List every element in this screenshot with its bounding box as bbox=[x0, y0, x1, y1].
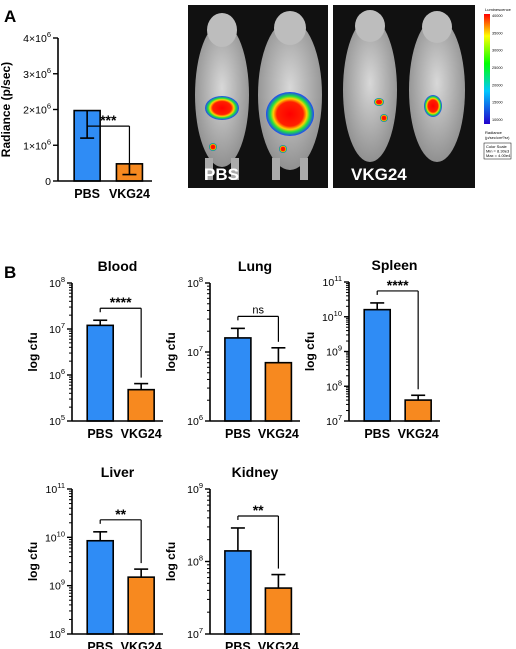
mouse-image-vkg24-2 bbox=[409, 11, 465, 162]
chart-kidney: Kidney PBS VKG24 107 108 109 log cfu ** bbox=[164, 464, 300, 649]
bar-pbs bbox=[363, 308, 392, 422]
panel-a-label: A bbox=[4, 7, 16, 26]
y-tick-label: 3×106 bbox=[23, 66, 51, 81]
scale-tick-label: 40000 bbox=[492, 14, 503, 18]
x-tick-label: VKG24 bbox=[258, 427, 299, 441]
scale-unit-1: Radiance bbox=[485, 130, 503, 135]
y-tick-label: 1010 bbox=[322, 309, 342, 324]
imaging-label-pbs: PBS bbox=[204, 165, 239, 184]
y-tick-label: 105 bbox=[49, 413, 65, 428]
bar-vkg24 bbox=[127, 576, 155, 635]
y-tick-label: 109 bbox=[49, 578, 65, 593]
y-axis-label: log cfu bbox=[164, 542, 178, 581]
bar-vkg24 bbox=[264, 361, 293, 422]
bar-vkg24 bbox=[264, 587, 293, 635]
color-scale-2: Min = 8.30e3 bbox=[486, 149, 510, 154]
y-tick-label: 108 bbox=[187, 275, 203, 290]
y-tick-label: 108 bbox=[49, 626, 65, 641]
x-tick-label: VKG24 bbox=[109, 187, 150, 201]
y-tick-label: 1010 bbox=[45, 529, 65, 544]
color-scale-1: Color Scale bbox=[486, 144, 507, 149]
significance-label: ns bbox=[252, 304, 264, 316]
color-scale-3: Max = 4.00e4 bbox=[486, 153, 511, 158]
scale-tick-label: 20000 bbox=[492, 83, 503, 87]
significance-label: *** bbox=[100, 112, 117, 128]
x-tick-label: VKG24 bbox=[398, 427, 439, 441]
imaging-label-vkg24: VKG24 bbox=[351, 165, 407, 184]
bar-pbs bbox=[224, 550, 252, 635]
bar-vkg24 bbox=[404, 399, 432, 422]
chart-liver: Liver PBS VKG24 108 109 1010 1011 log cfu ** bbox=[26, 464, 163, 649]
chart-radiance: PBS VKG24 0 1×106 2×106 3×106 4×106 Radiance (p… bbox=[0, 30, 152, 201]
significance-label: **** bbox=[110, 294, 132, 310]
y-tick-label: 4×106 bbox=[23, 30, 51, 45]
y-tick-label: 108 bbox=[49, 275, 65, 290]
chart-title: Kidney bbox=[232, 464, 279, 480]
luminescence-color-scale: Luminescence 40000 35000 30000 25000 20000 15… bbox=[483, 7, 512, 160]
significance-label: ** bbox=[253, 502, 264, 518]
chart-title: Spleen bbox=[372, 257, 418, 273]
scale-tick-label: 25000 bbox=[492, 66, 503, 70]
x-tick-label: PBS bbox=[364, 427, 390, 441]
x-tick-label: PBS bbox=[87, 427, 113, 441]
y-tick-label: 107 bbox=[187, 344, 203, 359]
chart-spleen: Spleen PBS VKG24 107 108 109 1010 1011 log cfu **… bbox=[303, 257, 440, 441]
bar-pbs bbox=[224, 337, 252, 422]
y-tick-label: 109 bbox=[326, 344, 342, 359]
imaging-right: VKG24 bbox=[333, 5, 475, 188]
chart-title: Liver bbox=[101, 464, 135, 480]
scale-tick-label: 35000 bbox=[492, 31, 503, 35]
y-tick-label: 108 bbox=[187, 554, 203, 569]
y-axis-label: log cfu bbox=[26, 542, 40, 581]
x-tick-label: VKG24 bbox=[258, 640, 299, 649]
y-tick-label: 107 bbox=[187, 626, 203, 641]
bar-vkg24 bbox=[127, 388, 155, 422]
x-tick-label: PBS bbox=[74, 187, 100, 201]
chart-title: Lung bbox=[238, 258, 272, 274]
y-tick-label: 1×106 bbox=[23, 137, 51, 152]
x-tick-label: PBS bbox=[225, 427, 251, 441]
x-tick-label: PBS bbox=[225, 640, 251, 649]
bar-pbs bbox=[86, 324, 115, 422]
chart-blood: Blood PBS VKG24 105 106 107 108 log cfu **** bbox=[26, 258, 163, 441]
y-tick-label: 106 bbox=[49, 367, 65, 382]
scale-tick-label: 10000 bbox=[492, 118, 503, 122]
y-tick-label: 1011 bbox=[46, 481, 65, 496]
scale-title: Luminescence bbox=[485, 7, 512, 12]
mouse-image-pbs-2 bbox=[258, 11, 322, 180]
scale-tick-label: 30000 bbox=[492, 49, 503, 53]
y-tick-label: 108 bbox=[326, 378, 342, 393]
x-tick-label: PBS bbox=[87, 640, 113, 649]
chart-lung: Lung PBS VKG24 106 107 108 log cfu ns bbox=[164, 258, 300, 441]
scale-unit-2: (p/sec/cm²/sr) bbox=[485, 135, 510, 140]
y-tick-label: 2×106 bbox=[23, 102, 51, 117]
y-axis-label: Radiance (p/sec) bbox=[0, 62, 13, 157]
scale-tick-label: 15000 bbox=[492, 101, 503, 105]
panel-b-label: B bbox=[4, 263, 16, 282]
y-tick-label: 1011 bbox=[323, 274, 342, 289]
x-tick-label: VKG24 bbox=[121, 427, 162, 441]
imaging-left: PBS bbox=[188, 5, 328, 188]
y-tick-label: 106 bbox=[187, 413, 203, 428]
significance-label: **** bbox=[387, 277, 409, 293]
y-tick-label: 107 bbox=[326, 413, 342, 428]
y-axis-label: log cfu bbox=[164, 332, 178, 371]
bar-pbs bbox=[86, 539, 115, 635]
significance-label: ** bbox=[115, 506, 126, 522]
mouse-image-pbs-1 bbox=[195, 13, 249, 180]
y-tick-label: 109 bbox=[187, 481, 203, 496]
mouse-image-vkg24-1 bbox=[343, 10, 397, 162]
chart-title: Blood bbox=[98, 258, 138, 274]
x-tick-label: VKG24 bbox=[121, 640, 162, 649]
y-axis-label: log cfu bbox=[303, 332, 317, 371]
y-axis-label: log cfu bbox=[26, 332, 40, 371]
y-tick-label: 0 bbox=[45, 176, 51, 188]
y-tick-label: 107 bbox=[49, 321, 65, 336]
